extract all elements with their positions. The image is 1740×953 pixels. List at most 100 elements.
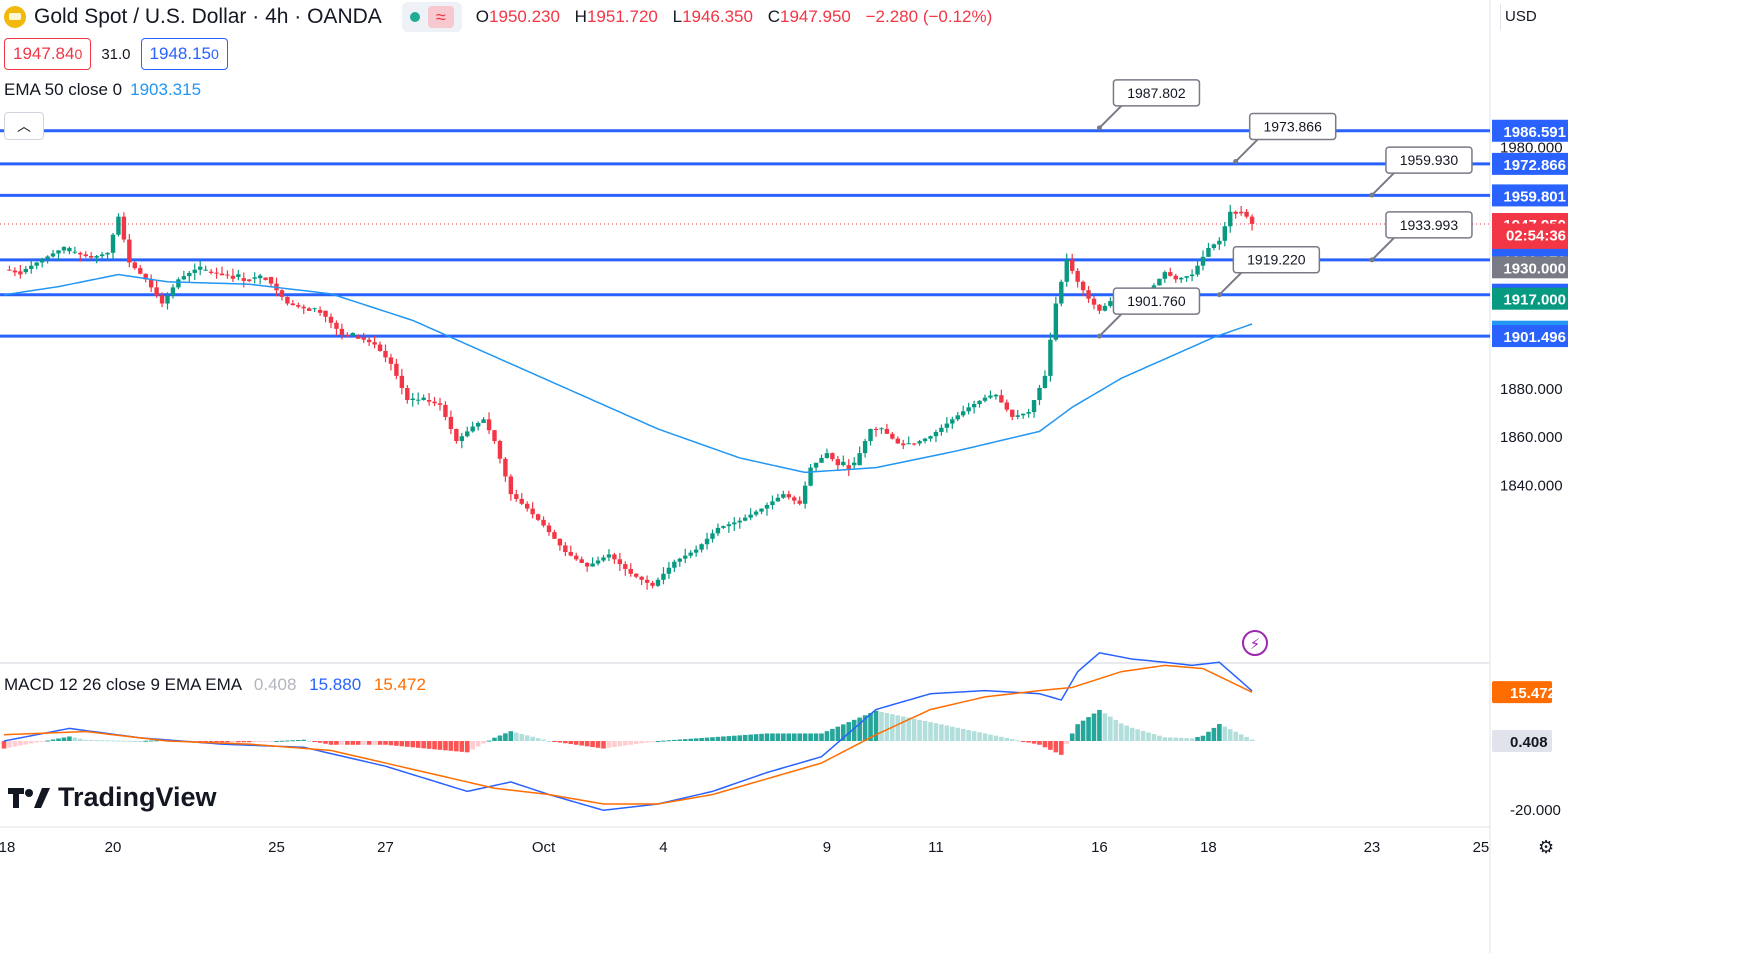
macd-histogram-bar — [279, 740, 285, 742]
callout-box — [1385, 146, 1473, 174]
macd-histogram-bar — [1048, 741, 1053, 750]
candle-body — [426, 400, 432, 402]
candle-body — [792, 497, 797, 501]
macd-histogram-bar — [241, 741, 247, 743]
macd-histogram-bar — [263, 741, 268, 742]
candle-body — [323, 310, 328, 317]
candle-body — [459, 436, 464, 442]
candle-body — [110, 234, 116, 253]
macd-histogram-bar — [661, 740, 666, 742]
candle-body — [759, 508, 764, 512]
candle-body — [372, 342, 377, 345]
macd-histogram-bar — [884, 713, 890, 741]
macd-histogram-bar — [410, 741, 416, 748]
macd-histogram-bar — [906, 717, 911, 741]
macd-histogram-bar — [693, 738, 699, 741]
macd-axis-label-bg — [1492, 730, 1552, 752]
macd-histogram-bar — [459, 741, 465, 752]
candle-body — [650, 582, 655, 586]
time-tick-label: 20 — [105, 839, 122, 856]
callout-box — [1112, 287, 1201, 315]
ema-legend[interactable]: EMA 50 close 0 1903.315 — [4, 80, 201, 100]
settings-gear-icon: ⚙ — [1538, 837, 1554, 857]
macd-histogram-bar — [552, 741, 557, 742]
candle-body — [868, 428, 873, 442]
callout-box — [1112, 79, 1201, 107]
candle-body — [841, 461, 846, 466]
macd-signal-line — [3, 664, 1253, 805]
sell-button[interactable]: 1947.840 — [4, 38, 92, 70]
macd-histogram-bar — [492, 737, 497, 741]
macd-histogram-bar — [939, 724, 944, 741]
collapse-legend-button[interactable]: ︿ — [4, 112, 44, 140]
candle-body — [39, 259, 45, 263]
macd-histogram-bar — [993, 735, 999, 741]
macd-histogram-bar — [1086, 717, 1091, 741]
macd-histogram-bar — [350, 741, 356, 745]
candle-body — [214, 272, 219, 274]
candle-body — [1037, 387, 1042, 401]
macd-histogram-bar — [443, 741, 448, 751]
macd-axis-label: -20.000 — [1510, 802, 1561, 819]
candle-body — [971, 404, 977, 408]
candle-body — [835, 459, 841, 466]
currency-selector[interactable]: USD — [1500, 4, 1573, 30]
candle-body — [977, 400, 982, 405]
macd-histogram-bar — [12, 741, 18, 747]
macd-legend[interactable]: MACD 12 26 close 9 EMA EMA 0.408 15.880 … — [4, 675, 426, 695]
macd-histogram-bar — [399, 741, 405, 747]
candle-body — [1200, 256, 1206, 266]
candle-body — [1244, 211, 1249, 217]
candle-body — [165, 295, 170, 304]
macd-histogram-bar — [290, 740, 296, 742]
candle-body — [383, 350, 388, 358]
macd-histogram-bar — [503, 733, 508, 741]
candle-body — [1020, 413, 1026, 416]
macd-histogram-bar — [230, 741, 236, 743]
macd-histogram-bar — [960, 728, 966, 741]
market-status-pill[interactable]: ≈ — [401, 2, 462, 32]
candle-body — [1080, 281, 1086, 291]
macd-histogram-bar — [519, 733, 525, 741]
candle-body — [808, 467, 813, 486]
candle-body — [1015, 415, 1020, 417]
candle-body — [285, 296, 290, 304]
macd-histogram-bar — [851, 719, 857, 741]
symbol-title[interactable]: Gold Spot / U.S. Dollar · 4h · OANDA — [34, 5, 382, 28]
candle-body — [388, 357, 394, 364]
price-axis-label: 1930.000 — [1503, 260, 1566, 277]
callout-pointer — [1218, 271, 1243, 296]
candle-body — [1059, 281, 1064, 304]
candle-body — [677, 558, 682, 562]
price-axis-label: 02:54:36 — [1506, 227, 1566, 244]
candle-body — [198, 266, 203, 270]
macd-histogram-bar — [312, 741, 317, 742]
candle-body — [797, 500, 802, 504]
macd-histogram-bar — [813, 733, 819, 741]
macd-histogram-bar — [1227, 729, 1233, 741]
macd-histogram-bar — [121, 740, 127, 742]
callout-text: 1901.760 — [1127, 293, 1186, 309]
macd-histogram-bar — [922, 720, 928, 741]
macd-histogram-bar — [105, 740, 110, 742]
macd-histogram-bar — [835, 726, 841, 741]
buy-button[interactable]: 1948.150 — [140, 38, 228, 70]
candle-body — [666, 567, 672, 574]
candle-body — [1004, 402, 1009, 410]
candle-body — [34, 262, 39, 266]
macd-histogram-bar — [699, 737, 704, 741]
candle-body — [830, 453, 835, 460]
candle-body — [503, 458, 508, 477]
candle-body — [546, 525, 552, 533]
macd-histogram-bar — [590, 741, 595, 748]
data-icon: ≈ — [427, 6, 454, 28]
candle-body — [78, 252, 83, 255]
macd-histogram-bar — [1206, 731, 1211, 741]
macd-histogram-bar — [1173, 737, 1179, 741]
candle-body — [290, 303, 296, 306]
candle-body — [1206, 248, 1211, 257]
candle-body — [1162, 272, 1168, 279]
macd-histogram-bar — [56, 738, 61, 741]
ema-label: EMA 50 close 0 — [4, 80, 123, 99]
